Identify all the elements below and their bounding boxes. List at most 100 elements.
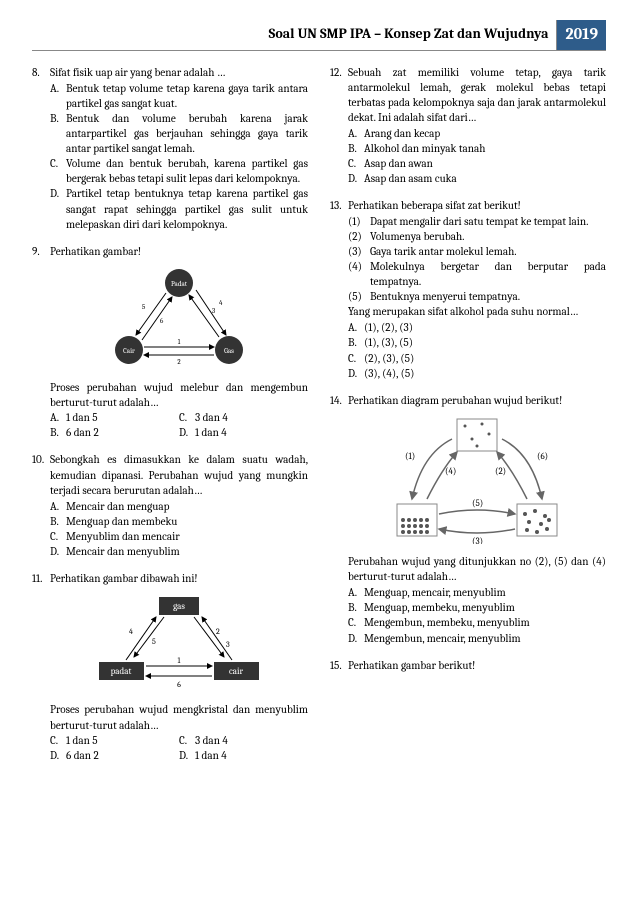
q14-post: Perubahan wujud yang ditunjukkan no (2),… — [348, 554, 606, 584]
sub-label: (5) — [348, 289, 370, 304]
sub-label: (3) — [348, 244, 370, 259]
q9-c: 3 dan 4 — [195, 410, 228, 425]
q8-number: 8. — [32, 65, 50, 232]
q12-c: Asap dan awan — [364, 156, 606, 171]
q14-number: 14. — [330, 393, 348, 646]
q14-b: Menguap, membeku, menyublim — [364, 600, 606, 615]
content-columns: 8. Sifat fisik uap air yang benar adalah… — [32, 65, 606, 775]
question-10: 10. Sebongkah es dimasukkan ke dalam sua… — [32, 452, 308, 559]
svg-text:(5): (5) — [472, 499, 483, 509]
q11-text: Perhatikan gambar dibawah ini! — [50, 571, 308, 586]
svg-text:2: 2 — [177, 358, 181, 366]
header-year: 2019 — [556, 20, 606, 50]
opt-label: D. — [50, 186, 66, 231]
q9-number: 9. — [32, 244, 50, 441]
q13-s3: Gaya tarik antar molekul lemah. — [370, 244, 606, 259]
q14-c: Mengembun, membeku, menyublim — [364, 615, 606, 630]
svg-text:1: 1 — [178, 656, 181, 665]
svg-text:gas: gas — [173, 602, 185, 612]
question-14: 14. Perhatikan diagram perubahan wujud b… — [330, 393, 606, 646]
q13-post: Yang merupakan sifat alkohol pada suhu n… — [348, 304, 606, 319]
svg-text:cair: cair — [229, 667, 244, 677]
right-column: 12. Sebuah zat memiliki volume tetap, ga… — [330, 65, 606, 775]
svg-text:Padat: Padat — [171, 280, 188, 288]
svg-text:3: 3 — [226, 640, 230, 649]
svg-text:4: 4 — [129, 627, 133, 636]
opt-label: C. — [348, 615, 364, 630]
q10-number: 10. — [32, 452, 50, 559]
question-9: 9. Perhatikan gambar! Padat Cair Gas 1 2… — [32, 244, 308, 441]
q8-a: Bentuk tetap volume tetap karena gaya ta… — [66, 81, 308, 111]
svg-text:5: 5 — [152, 637, 156, 646]
q11-a: 1 dan 5 — [66, 733, 98, 748]
q14-text: Perhatikan diagram perubahan wujud berik… — [348, 393, 606, 408]
opt-label: B. — [348, 600, 364, 615]
q13-c: (2), (3), (5) — [364, 351, 606, 366]
q11-d: 1 dan 4 — [195, 748, 227, 763]
opt-label: D. — [50, 544, 66, 559]
q13-s5: Bentuknya menyerui tempatnya. — [370, 289, 606, 304]
q8-b: Bentuk dan volume berubah karena jarak a… — [66, 111, 308, 156]
q12-b: Alkohol dan minyak tanah — [364, 141, 606, 156]
q11-diagram: gas padat cair 1 6 2 3 4 5 — [50, 592, 308, 696]
page-header: Soal UN SMP IPA – Konsep Zat dan Wujudny… — [32, 20, 606, 51]
q10-a: Mencair dan menguap — [66, 499, 308, 514]
opt-label: C. — [179, 410, 195, 425]
opt-label: D. — [348, 171, 364, 186]
svg-text:(6): (6) — [537, 452, 548, 462]
q11-post: Proses perubahan wujud mengkristal dan m… — [50, 702, 308, 732]
opt-label: C. — [50, 733, 66, 748]
q13-s2: Volumenya berubah. — [370, 229, 606, 244]
svg-text:Gas: Gas — [224, 347, 234, 355]
svg-text:1: 1 — [178, 338, 181, 346]
q12-number: 12. — [330, 65, 348, 187]
question-11: 11. Perhatikan gambar dibawah ini! gas p… — [32, 571, 308, 763]
opt-label: C. — [348, 351, 364, 366]
opt-label: A. — [50, 499, 66, 514]
opt-label: A. — [348, 126, 364, 141]
opt-label: C. — [179, 733, 195, 748]
sub-label: (2) — [348, 229, 370, 244]
opt-label: C. — [348, 156, 364, 171]
q13-text: Perhatikan beberapa sifat zat berikut! — [348, 198, 606, 213]
svg-text:6: 6 — [160, 317, 164, 325]
q13-number: 13. — [330, 198, 348, 380]
q10-b: Menguap dan membeku — [66, 514, 308, 529]
opt-label: A. — [348, 585, 364, 600]
q10-c: Menyublim dan mencair — [66, 529, 308, 544]
svg-text:(4): (4) — [445, 467, 456, 477]
q11-number: 11. — [32, 571, 50, 763]
question-13: 13. Perhatikan beberapa sifat zat beriku… — [330, 198, 606, 380]
q11-c: 3 dan 4 — [195, 733, 228, 748]
opt-label: B. — [50, 111, 66, 156]
q9-b: 6 dan 2 — [66, 425, 99, 440]
question-15: 15. Perhatikan gambar berikut! — [330, 658, 606, 673]
q9-diagram: Padat Cair Gas 1 2 3 4 5 6 — [50, 265, 308, 374]
q15-text: Perhatikan gambar berikut! — [348, 658, 606, 673]
q8-d: Partikel tetap bentuknya tetap karena pa… — [66, 186, 308, 231]
q13-a: (1), (2), (3) — [364, 320, 606, 335]
q9-d: 1 dan 4 — [195, 425, 227, 440]
svg-text:3: 3 — [212, 307, 215, 315]
opt-label: D. — [348, 366, 364, 381]
q9-post: Proses perubahan wujud melebur dan menge… — [50, 380, 308, 410]
svg-text:(2): (2) — [495, 467, 506, 477]
q12-text: Sebuah zat memiliki volume tetap, gaya t… — [348, 65, 606, 125]
opt-label: D. — [50, 748, 66, 763]
opt-label: D. — [179, 748, 195, 763]
opt-label: D. — [348, 631, 364, 646]
q14-a: Menguap, mencair, menyublim — [364, 585, 606, 600]
sub-label: (4) — [348, 259, 370, 289]
svg-text:6: 6 — [177, 680, 181, 689]
q12-a: Arang dan kecap — [364, 126, 606, 141]
svg-text:5: 5 — [142, 303, 146, 311]
q12-d: Asap dan asam cuka — [364, 171, 606, 186]
opt-label: B. — [348, 335, 364, 350]
q13-d: (3), (4), (5) — [364, 366, 606, 381]
q13-s4: Molekulnya bergetar dan berputar pada te… — [370, 259, 606, 289]
opt-label: A. — [50, 410, 66, 425]
opt-label: D. — [179, 425, 195, 440]
left-column: 8. Sifat fisik uap air yang benar adalah… — [32, 65, 308, 775]
q14-d: Mengembun, mencair, menyublim — [364, 631, 606, 646]
q9-a: 1 dan 5 — [66, 410, 98, 425]
